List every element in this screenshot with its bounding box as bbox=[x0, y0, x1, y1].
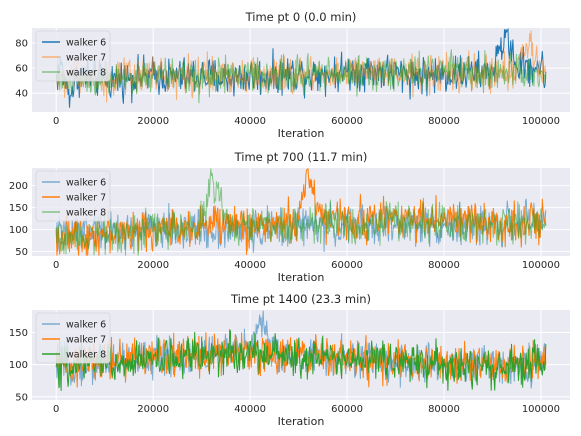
y-tick-label: 50 bbox=[15, 247, 28, 258]
series-line-walker-8 bbox=[55, 328, 547, 391]
subplot-title: Time pt 0 (0.0 min) bbox=[245, 10, 357, 24]
series-line-walker-8 bbox=[55, 49, 547, 104]
legend-label: walker 6 bbox=[66, 38, 106, 49]
y-tick-label: 80 bbox=[15, 39, 28, 50]
legend-label: walker 7 bbox=[66, 53, 106, 64]
subplot-title: Time pt 700 (11.7 min) bbox=[234, 150, 368, 164]
legend-label: walker 8 bbox=[66, 350, 106, 361]
subplot-3: 0 20000 40000 60000 80000 100000 50 100 150 Time … bbox=[9, 292, 570, 428]
legend-label: walker 8 bbox=[66, 68, 106, 79]
x-tick-label: 0 bbox=[53, 116, 59, 127]
x-tick-label: 40000 bbox=[234, 404, 266, 415]
x-axis-label: Iteration bbox=[278, 127, 325, 140]
subplot-1: 0 20000 40000 60000 80000 100000 40 60 80 Time pt… bbox=[15, 10, 570, 140]
series-line-walker-7 bbox=[55, 332, 547, 388]
legend-label: walker 7 bbox=[66, 335, 106, 346]
x-axis-label: Iteration bbox=[278, 415, 325, 428]
subplot-2: 0 20000 40000 60000 80000 100000 50 100 150 200 Ti… bbox=[9, 150, 570, 284]
series-line-walker-8 bbox=[55, 168, 547, 256]
legend-label: walker 6 bbox=[66, 178, 106, 189]
y-tick-label: 60 bbox=[15, 64, 28, 75]
x-tick-label: 20000 bbox=[137, 260, 169, 271]
x-tick-label: 40000 bbox=[234, 116, 266, 127]
y-tick-label: 100 bbox=[9, 225, 28, 236]
y-tick-label: 50 bbox=[15, 392, 28, 403]
x-tick-label: 100000 bbox=[522, 404, 560, 415]
x-tick-label: 40000 bbox=[234, 260, 266, 271]
x-tick-label: 20000 bbox=[137, 116, 169, 127]
legend-label: walker 7 bbox=[66, 193, 106, 204]
x-tick-label: 20000 bbox=[137, 404, 169, 415]
x-tick-label: 80000 bbox=[428, 404, 460, 415]
y-tick-label: 40 bbox=[15, 89, 28, 100]
legend-box bbox=[35, 170, 111, 222]
y-tick-label: 150 bbox=[9, 203, 28, 214]
x-tick-label: 100000 bbox=[522, 260, 560, 271]
x-axis-label: Iteration bbox=[278, 271, 325, 284]
y-tick-label: 150 bbox=[9, 328, 28, 339]
legend-label: walker 6 bbox=[66, 320, 106, 331]
legend-box bbox=[35, 30, 111, 82]
x-tick-label: 0 bbox=[53, 260, 59, 271]
subplot-title: Time pt 1400 (23.3 min) bbox=[230, 292, 371, 306]
y-tick-label: 200 bbox=[9, 181, 28, 192]
x-tick-label: 60000 bbox=[331, 404, 363, 415]
x-tick-label: 100000 bbox=[522, 116, 560, 127]
x-tick-label: 80000 bbox=[428, 260, 460, 271]
x-tick-label: 80000 bbox=[428, 116, 460, 127]
y-tick-label: 100 bbox=[9, 360, 28, 371]
x-tick-label: 0 bbox=[53, 404, 59, 415]
plot-background bbox=[32, 310, 570, 400]
legend-label: walker 8 bbox=[66, 208, 106, 219]
x-tick-label: 60000 bbox=[331, 116, 363, 127]
legend-box bbox=[35, 312, 111, 364]
x-tick-label: 60000 bbox=[331, 260, 363, 271]
